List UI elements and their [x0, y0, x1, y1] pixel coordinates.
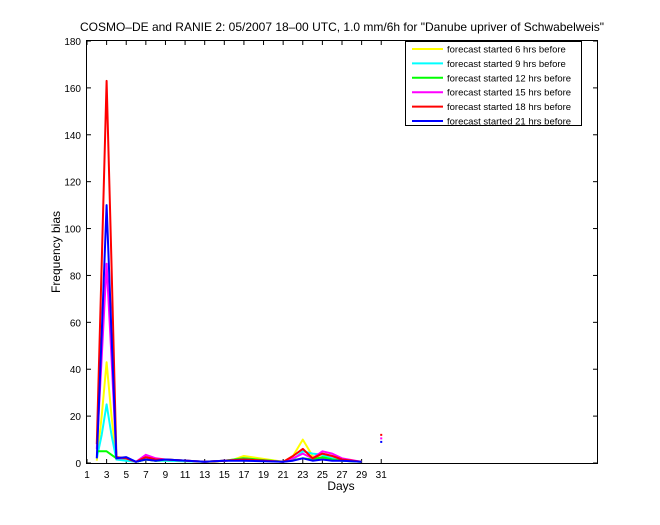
y-tick-label: 60 [70, 318, 82, 329]
legend-entry: forecast started 18 hrs before [447, 102, 571, 113]
y-tick-label: 180 [64, 37, 81, 48]
plot-frame [86, 40, 598, 464]
y-tick-label: 120 [64, 178, 81, 189]
legend-entry: forecast started 15 hrs before [447, 88, 571, 99]
x-tick-label: 23 [297, 470, 309, 481]
x-tick-label: 5 [123, 470, 129, 481]
x-tick-label: 1 [84, 470, 90, 481]
isolated-data-point [380, 437, 383, 440]
legend-box [405, 41, 582, 126]
x-tick-label: 7 [143, 470, 149, 481]
x-tick-label: 3 [104, 470, 110, 481]
isolated-data-point [380, 433, 383, 436]
y-tick-label: 100 [64, 225, 81, 236]
y-tick-label: 160 [64, 84, 81, 95]
legend-entry: forecast started 21 hrs before [447, 117, 571, 128]
x-tick-label: 25 [317, 470, 329, 481]
y-tick-label: 20 [70, 412, 82, 423]
x-axis-label: Days [327, 479, 354, 493]
series-line-4 [95, 262, 362, 463]
chart-title: COSMO–DE and RANIE 2: 05/2007 18–00 UTC,… [80, 20, 604, 34]
x-tick-label: 9 [163, 470, 169, 481]
x-tick-label: 29 [356, 470, 368, 481]
y-tick-label: 40 [70, 365, 82, 376]
x-tick-label: 27 [336, 470, 348, 481]
legend-entry: forecast started 6 hrs before [447, 45, 566, 56]
series-line-1 [95, 361, 362, 463]
legend-entry: forecast started 12 hrs before [447, 73, 571, 84]
x-tick-label: 15 [219, 470, 231, 481]
y-tick-label: 80 [70, 271, 82, 282]
isolated-data-point [380, 440, 383, 443]
series-line-6 [95, 204, 362, 463]
x-tick-label: 17 [238, 470, 250, 481]
x-tick-label: 11 [180, 470, 191, 481]
x-tick-label: 31 [376, 470, 388, 481]
y-tick-label: 0 [75, 459, 81, 470]
x-tick-label: 19 [258, 470, 270, 481]
y-tick-label: 140 [64, 131, 81, 142]
y-axis-label: Frequency bias [49, 211, 63, 293]
x-tick-label: 13 [199, 470, 211, 481]
series-line-5 [95, 79, 362, 463]
x-tick-label: 21 [278, 470, 290, 481]
legend-entry: forecast started 9 hrs before [447, 59, 566, 70]
